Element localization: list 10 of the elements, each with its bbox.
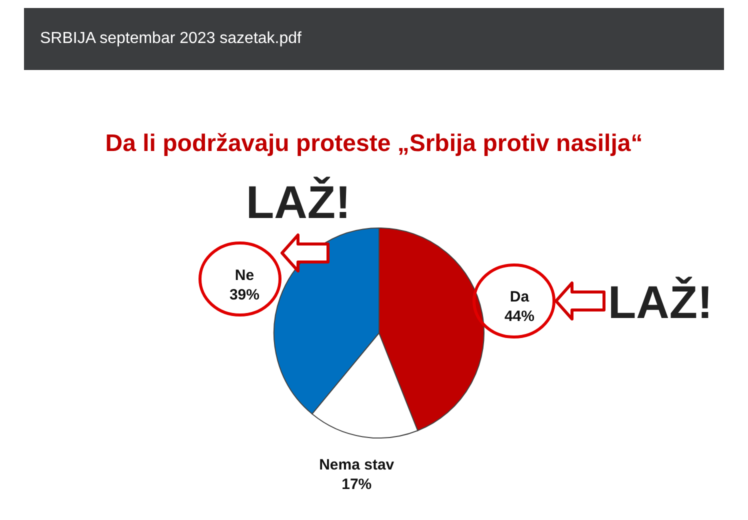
slice-label: Ne bbox=[234, 267, 254, 284]
text: SRBIJA septembar 2023 sazetak.pdf bbox=[24, 8, 724, 70]
text: LAŽ! bbox=[608, 276, 713, 328]
legend-label: Da bbox=[510, 288, 530, 306]
data-label: 44% bbox=[504, 308, 534, 326]
slice-label: Nema stav bbox=[319, 456, 395, 474]
chart-title: Da li podržavaju proteste „Srbija protiv nasilja“ bbox=[104, 130, 644, 158]
data-label: 17% bbox=[342, 476, 372, 494]
text: LAŽ! bbox=[246, 176, 351, 228]
data-label: 39% bbox=[229, 286, 260, 304]
